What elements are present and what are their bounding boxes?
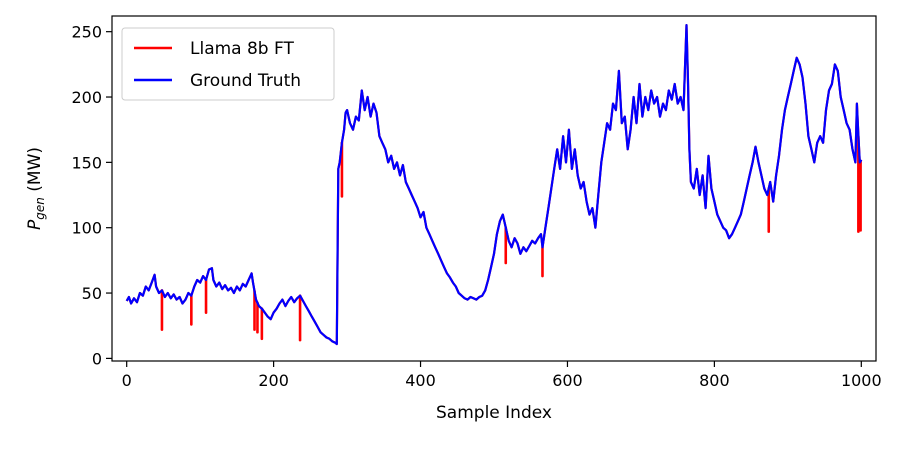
x-tick-label: 800 [699, 371, 730, 390]
x-tick-label: 400 [405, 371, 436, 390]
legend-label-ground-truth: Ground Truth [190, 71, 301, 91]
y-axis-label-unit: (MW) [25, 147, 45, 197]
x-tick-label: 0 [122, 371, 132, 390]
plot-frame [111, 15, 877, 362]
y-tick-label: 150 [71, 153, 102, 172]
y-tick-label: 0 [92, 349, 102, 368]
legend-label-llama: Llama 8b FT [190, 39, 294, 59]
x-axis-label: Sample Index [436, 403, 552, 423]
y-tick-label: 200 [71, 88, 102, 107]
x-tick-label: 200 [258, 371, 289, 390]
x-tick-label: 1000 [841, 371, 882, 390]
y-axis-label-main: P [25, 219, 45, 230]
series-line-ground-truth [125, 24, 863, 346]
y-tick-label: 250 [71, 23, 102, 42]
plot-content [125, 24, 863, 346]
y-tick-label: 50 [82, 284, 102, 303]
legend-box [121, 27, 335, 101]
x-tick-label: 600 [552, 371, 583, 390]
y-axis-ticks: 0 50 100 150 200 250 [71, 23, 112, 368]
x-axis-ticks: 0 200 400 600 800 1000 [122, 361, 882, 390]
y-axis-label-subscript: gen [33, 197, 47, 220]
legend: Llama 8b FT Ground Truth [121, 27, 335, 101]
y-tick-label: 100 [71, 219, 102, 238]
y-axis-label: Pgen (MW) [25, 147, 47, 230]
